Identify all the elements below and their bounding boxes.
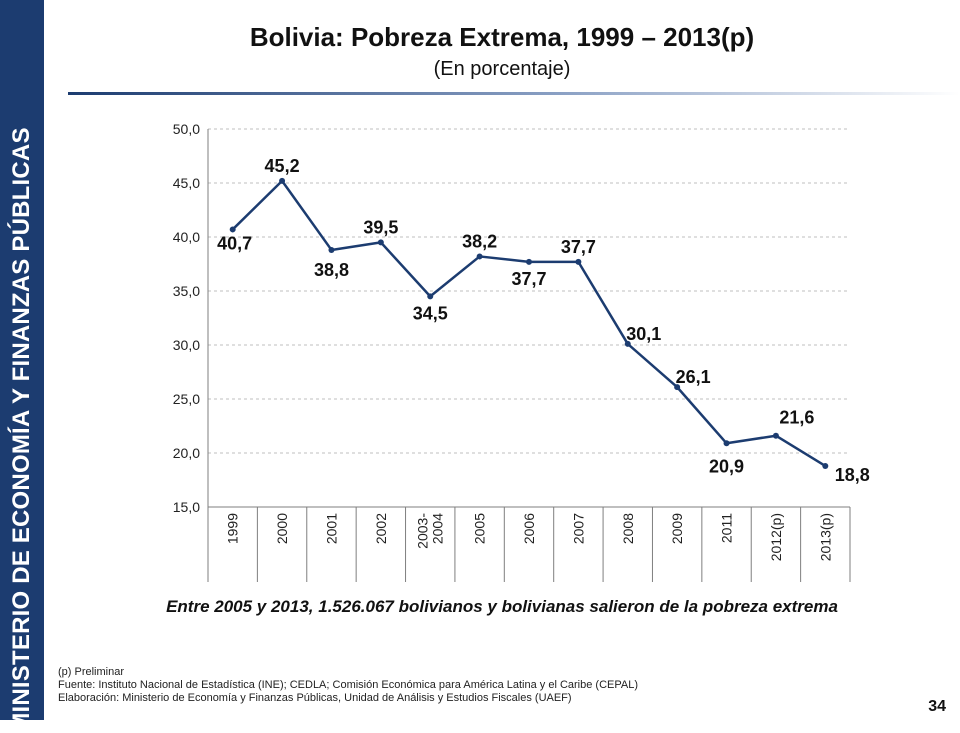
highlight-statement: Entre 2005 y 2013, 1.526.067 bolivianos … xyxy=(166,597,838,616)
x-tick-label: 2001 xyxy=(323,513,339,544)
y-tick-label: 40,0 xyxy=(173,229,200,245)
data-point xyxy=(377,239,384,246)
data-label: 20,9 xyxy=(709,456,744,476)
data-label: 34,5 xyxy=(413,303,448,323)
data-point xyxy=(674,384,681,391)
x-tick-label: 2012(p) xyxy=(768,513,784,561)
data-point xyxy=(624,340,631,347)
note-elaboration: Elaboración: Ministerio de Economía y Fi… xyxy=(58,692,572,704)
x-tick-label: 2005 xyxy=(472,513,488,544)
data-point xyxy=(427,293,434,300)
data-label: 38,2 xyxy=(462,231,497,251)
data-point xyxy=(822,462,829,469)
data-point xyxy=(772,432,779,439)
x-tick-label: 2002 xyxy=(373,513,389,544)
y-tick-label: 30,0 xyxy=(173,337,200,353)
data-label: 38,8 xyxy=(314,260,349,280)
chart-title: Bolivia: Pobreza Extrema, 1999 – 2013(p) xyxy=(249,22,755,52)
x-tick-label: 2009 xyxy=(669,513,685,544)
data-label: 30,1 xyxy=(626,324,661,344)
chart-subtitle: (En porcentaje) xyxy=(433,58,571,80)
x-tick-label: 1999 xyxy=(225,513,241,544)
x-tick-label: 2006 xyxy=(521,513,537,544)
data-point xyxy=(279,177,286,184)
note-source: Fuente: Instituto Nacional de Estadístic… xyxy=(58,679,638,691)
data-label: 26,1 xyxy=(676,367,711,387)
x-tick-label: 2013(p) xyxy=(817,513,833,561)
x-tick-label: 2004 xyxy=(430,513,446,544)
title-divider xyxy=(68,92,960,95)
x-tick-label: 2003- xyxy=(415,513,431,549)
data-point xyxy=(229,226,236,233)
data-point xyxy=(723,440,730,447)
data-point xyxy=(526,258,532,265)
series-line xyxy=(231,179,826,468)
data-label: 40,7 xyxy=(217,233,252,253)
y-tick-label: 20,0 xyxy=(173,445,200,461)
data-label: 37,7 xyxy=(511,269,546,289)
data-label: 37,7 xyxy=(561,237,596,257)
y-tick-label: 35,0 xyxy=(173,283,200,299)
data-label: 21,6 xyxy=(779,408,814,428)
data-label: 18,8 xyxy=(835,465,870,485)
data-point xyxy=(328,246,335,253)
data-point xyxy=(476,253,483,260)
data-label: 45,2 xyxy=(265,156,300,176)
x-tick-label: 2011 xyxy=(719,513,735,543)
footnotes: (p) Preliminar Fuente: Instituto Naciona… xyxy=(58,666,638,705)
x-tick-label: 2007 xyxy=(570,513,586,544)
x-tick-label: 2000 xyxy=(274,513,290,544)
note-preliminary: (p) Preliminar xyxy=(58,666,125,678)
y-tick-label: 25,0 xyxy=(173,391,200,407)
y-tick-label: 15,0 xyxy=(173,499,200,515)
data-label: 39,5 xyxy=(363,217,398,237)
x-tick-label: 2008 xyxy=(620,513,636,544)
page-number: 34 xyxy=(928,698,946,715)
data-point xyxy=(575,258,582,265)
sidebar-band: MINISTERIO DE ECONOMÍA Y FINANZAS PÚBLIC… xyxy=(0,0,44,733)
y-tick-label: 45,0 xyxy=(173,175,200,191)
y-tick-label: 50,0 xyxy=(173,121,200,137)
